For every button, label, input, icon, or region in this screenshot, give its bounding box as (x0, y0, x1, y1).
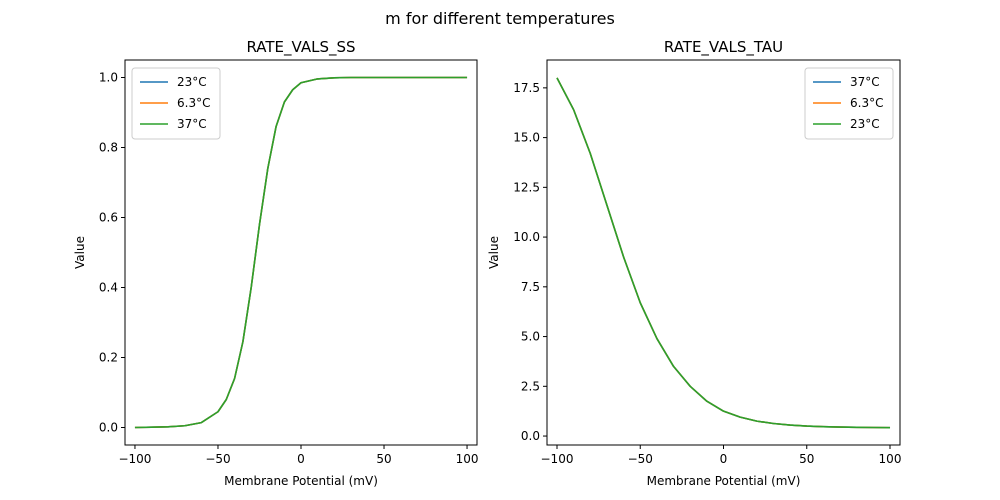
c0-x-tick-label: 100 (456, 452, 479, 466)
c0-x-tick-label: −50 (205, 452, 230, 466)
c1-legend-label-23-c: 23°C (850, 117, 880, 131)
c1-series-line-23-c (556, 77, 891, 429)
axes-rate-vals-tau: RATE_VALS_TAU −100 −50 0 50 100 0.0 2.5 5.0 7.5 10… (487, 38, 901, 488)
c1-y-tick-label: 15.0 (513, 131, 540, 145)
c0-legend-label-37-c: 37°C (177, 117, 207, 131)
c1-y-tick-label: 7.5 (521, 280, 540, 294)
c0-x-tick-label: −100 (118, 452, 151, 466)
c0-x-tick-label: 50 (376, 452, 391, 466)
c0-x-tick-label: 0 (297, 452, 305, 466)
c0-y-tick-label: 0.6 (99, 211, 118, 225)
c0-y-tick-label: 0.8 (99, 141, 118, 155)
c1-x-tick-label: 100 (879, 452, 902, 466)
c1-x-tick-label: 50 (799, 452, 814, 466)
c0-y-tick-label: 0.0 (99, 421, 118, 435)
c0-series-line-37-c (134, 76, 468, 429)
c1-legend-frame (804, 67, 894, 140)
c1-y-axis-label: Value (487, 236, 501, 269)
c0-legend-label-23-c: 23°C (177, 75, 207, 89)
c0-y-tick-label: 0.2 (99, 351, 118, 365)
c0-legend-label-6-3-c: 6.3°C (177, 96, 210, 110)
figure-suptitle: m for different temperatures (385, 9, 615, 28)
c1-y-tick-label: 12.5 (513, 180, 540, 194)
c1-y-tick-label: 17.5 (513, 81, 540, 95)
c1-x-tick-label: −50 (628, 452, 653, 466)
axes-rate-vals-ss: RATE_VALS_SS −100 −50 0 50 100 0.0 0.2 0.4 0.6 0.8… (73, 38, 478, 488)
c1-x-tick-label: −100 (541, 452, 574, 466)
c1-legend-label-6-3-c: 6.3°C (850, 96, 883, 110)
c0-chart-title: RATE_VALS_SS (246, 38, 355, 57)
c1-y-tick-label: 5.0 (521, 330, 540, 344)
c0-y-tick-label: 1.0 (99, 71, 118, 85)
c1-x-axis-label: Membrane Potential (mV) (647, 474, 801, 488)
c1-legend-label-37-c: 37°C (850, 75, 880, 89)
c1-chart-title: RATE_VALS_TAU (664, 38, 783, 57)
c0-x-axis-label: Membrane Potential (mV) (224, 474, 378, 488)
c1-y-tick-label: 0.0 (521, 429, 540, 443)
c1-y-tick-label: 2.5 (521, 379, 540, 393)
c0-legend-frame (131, 67, 221, 140)
c0-y-axis-label: Value (73, 236, 87, 269)
c0-y-tick-label: 0.4 (99, 281, 118, 295)
c1-legend: 37°C 6.3°C 23°C (804, 67, 894, 140)
c1-y-tick-label: 10.0 (513, 230, 540, 244)
c0-legend: 23°C 6.3°C 37°C (131, 67, 221, 140)
c1-x-tick-label: 0 (720, 452, 728, 466)
